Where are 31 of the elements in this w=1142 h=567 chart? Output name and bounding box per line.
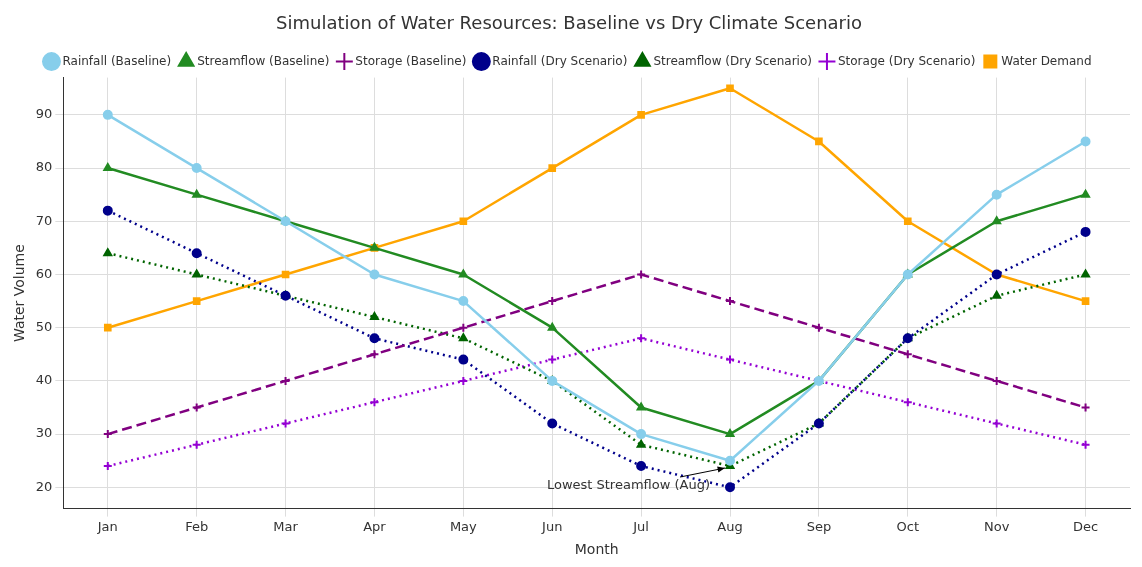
annotation: Lowest Streamflow (Aug)	[546, 477, 710, 493]
y-tick-label: 60	[35, 265, 53, 281]
x-tick-label: Aug	[717, 518, 743, 534]
x-axis-title: Month	[574, 541, 619, 558]
y-tick-label: 20	[35, 478, 53, 494]
y-tick-label: 30	[35, 425, 53, 441]
x-tick-label: Oct	[896, 518, 920, 534]
x-tick-label: Apr	[363, 518, 387, 534]
x-tick-label: Dec	[1072, 518, 1099, 534]
x-tick-label: Mar	[273, 518, 299, 534]
legend-label: Streamflow (Dry Scenario)	[653, 53, 812, 68]
y-tick-label: 40	[35, 372, 53, 388]
y-tick-label: 70	[35, 212, 53, 228]
x-tick-label: Jul	[632, 518, 649, 534]
legend-label: Storage (Dry Scenario)	[837, 53, 976, 68]
x-tick-label: Jan	[96, 518, 118, 534]
y-tick-label: 50	[35, 319, 53, 335]
x-tick-label: Sep	[806, 518, 832, 534]
x-tick-label: Jun	[541, 518, 563, 534]
y-tick-label: 90	[35, 106, 53, 122]
x-tick-label: Nov	[983, 518, 1010, 534]
legend-label: Storage (Baseline)	[355, 53, 467, 68]
chart-title: Simulation of Water Resources: Baseline vs Dry Climate Scenario	[276, 12, 862, 34]
legend-label: Rainfall (Dry Scenario)	[492, 53, 628, 68]
legend-label: Streamflow (Baseline)	[197, 53, 330, 68]
legend-label: Rainfall (Baseline)	[62, 53, 172, 68]
y-tick-label: 80	[35, 159, 53, 175]
x-tick-label: May	[449, 518, 478, 534]
y-axis-title: Water Volume	[11, 244, 28, 343]
x-tick-label: Feb	[185, 518, 209, 534]
legend-label: Water Demand	[1001, 53, 1092, 68]
